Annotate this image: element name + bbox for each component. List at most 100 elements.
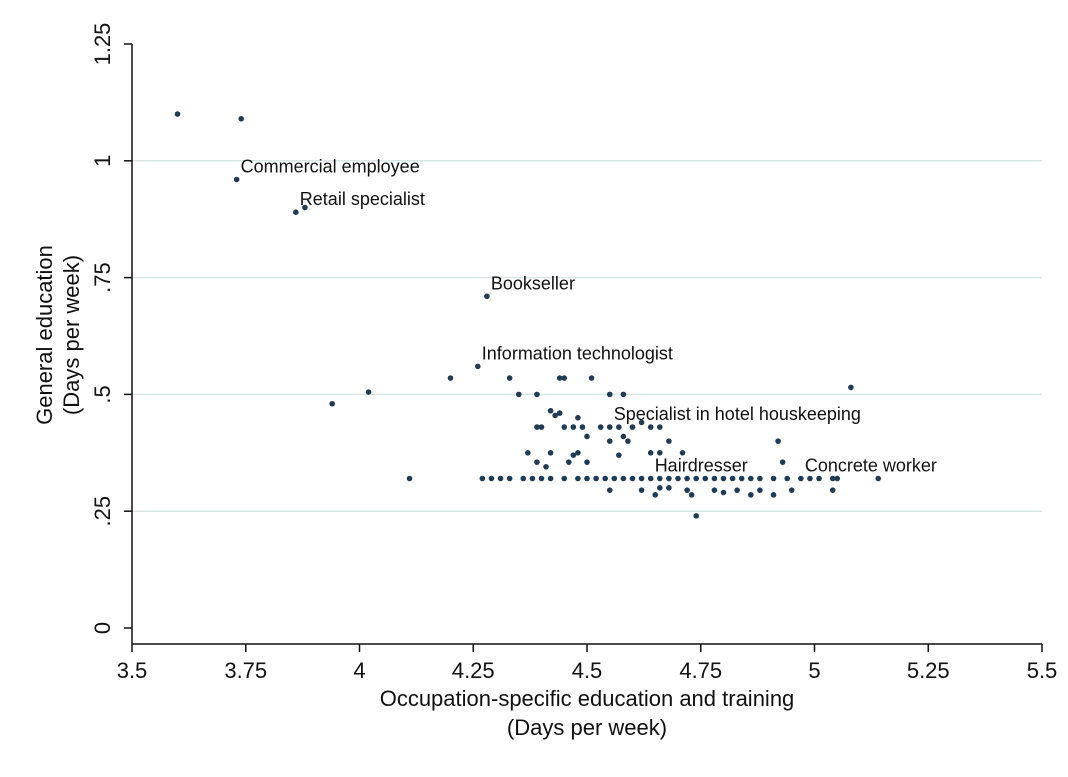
data-point	[534, 391, 540, 398]
data-point	[693, 513, 699, 519]
data-point	[534, 424, 540, 430]
data-point	[538, 475, 545, 482]
data-point	[684, 475, 690, 482]
data-point	[629, 424, 636, 430]
data-point	[770, 492, 777, 498]
data-point	[829, 487, 836, 493]
data-point	[570, 424, 577, 430]
data-point	[447, 375, 454, 381]
x-axis-ticks: 3.5 3.75 4 4.25 4.5 4.75 5 5.25 5.5	[117, 644, 1058, 683]
point-annotation: Information technologist	[482, 343, 673, 363]
data-point	[406, 475, 413, 482]
data-point	[657, 475, 663, 482]
data-point	[652, 492, 659, 498]
data-point	[829, 475, 836, 482]
data-point	[561, 424, 568, 430]
data-point	[488, 475, 495, 482]
data-point	[788, 487, 795, 493]
data-point	[679, 450, 686, 456]
data-point	[547, 407, 554, 414]
y-tick-label-group: 1.25	[90, 23, 115, 66]
x-tick-label: 5.25	[907, 658, 950, 683]
y-tick-label-group: .75	[90, 262, 115, 293]
data-point	[711, 487, 718, 493]
data-point	[570, 452, 577, 458]
data-point	[606, 487, 613, 493]
data-point	[702, 475, 709, 482]
data-point	[784, 475, 790, 482]
point-annotation: Concrete worker	[805, 455, 937, 475]
data-point	[588, 375, 595, 381]
y-tick-label: .75	[90, 262, 115, 293]
data-point	[675, 475, 681, 482]
data-point	[174, 111, 181, 117]
data-point	[848, 384, 854, 391]
data-point	[606, 424, 613, 430]
data-point	[238, 115, 244, 122]
data-point	[525, 450, 531, 456]
data-point	[734, 487, 740, 493]
data-point	[657, 450, 663, 456]
data-point	[561, 375, 568, 381]
data-point	[748, 492, 754, 498]
data-point	[657, 485, 663, 491]
data-point	[365, 389, 372, 395]
data-point	[552, 412, 558, 419]
y-tick-label-group: .25	[90, 496, 115, 527]
data-point	[816, 475, 822, 482]
data-point	[775, 438, 781, 444]
data-point	[520, 475, 527, 482]
data-point	[638, 419, 645, 426]
data-point	[529, 475, 536, 482]
data-point	[602, 475, 608, 482]
data-point	[647, 475, 654, 482]
x-tick-label: 4.75	[679, 658, 722, 683]
data-point	[515, 391, 522, 398]
y-tick-label-group: .5	[90, 385, 115, 403]
data-point	[579, 424, 586, 430]
data-point	[506, 475, 513, 482]
data-point	[329, 400, 336, 407]
y-axis-title-line-1: General education	[32, 245, 57, 425]
x-tick-label: 5	[808, 658, 820, 683]
data-point	[584, 459, 590, 465]
data-point	[566, 459, 572, 465]
data-point	[720, 475, 727, 482]
data-point	[616, 424, 622, 430]
y-tick-label: .25	[90, 496, 115, 527]
data-point	[575, 475, 581, 482]
data-point	[484, 293, 490, 300]
data-point	[666, 475, 672, 482]
y-tick-label-group: 1	[90, 155, 115, 167]
point-annotation: Bookseller	[491, 273, 575, 293]
x-tick-label: 4	[353, 658, 365, 683]
data-point	[547, 450, 554, 456]
data-point	[506, 375, 513, 381]
data-point	[611, 475, 618, 482]
data-point	[666, 485, 672, 491]
data-point	[556, 410, 563, 416]
data-point	[625, 438, 631, 444]
data-point	[293, 209, 299, 215]
x-tick-label: 4.25	[452, 658, 495, 683]
data-point	[606, 438, 613, 444]
y-tick-label: 0	[90, 622, 115, 634]
data-point	[620, 433, 627, 440]
y-tick-label: .5	[90, 385, 115, 403]
y-tick-label: 1.25	[90, 23, 115, 66]
data-point	[534, 459, 540, 465]
data-point	[620, 391, 627, 398]
data-point	[729, 475, 736, 482]
y-tick-label-group: 0	[90, 622, 115, 634]
y-tick-label: 1	[90, 155, 115, 167]
data-point	[597, 424, 604, 430]
data-point	[757, 475, 763, 482]
y-axis-title-line-2: (Days per week)	[59, 255, 84, 415]
x-tick-label: 3.75	[224, 658, 267, 683]
data-point	[720, 489, 727, 496]
data-point	[807, 475, 813, 482]
data-point	[543, 464, 549, 470]
x-tick-label: 5.5	[1027, 658, 1058, 683]
data-point	[647, 450, 654, 456]
